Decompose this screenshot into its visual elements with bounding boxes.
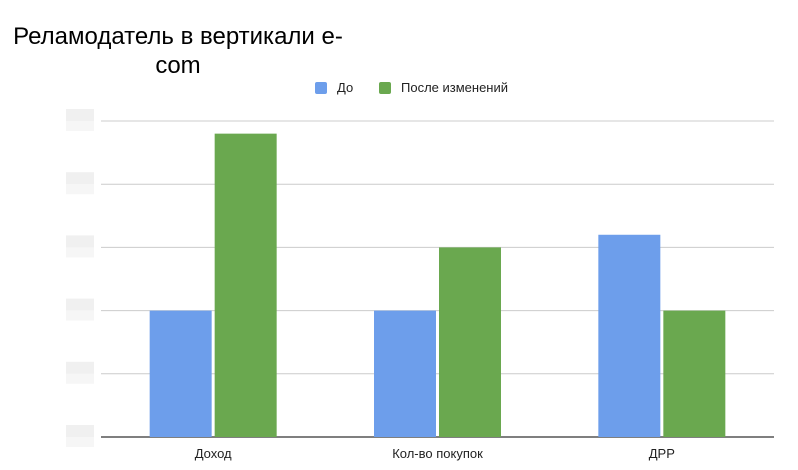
y-tick-blur-top	[66, 172, 94, 185]
y-tick-label-obscured	[66, 425, 94, 447]
y-tick-blur-top	[66, 235, 94, 248]
legend-item-after: После изменений	[379, 80, 508, 95]
y-tick-blur-top	[66, 298, 94, 311]
y-tick-blur-bottom	[66, 121, 94, 131]
y-tick-blur-bottom	[66, 373, 94, 384]
bar-after-1	[439, 247, 501, 437]
bar-before-2	[598, 234, 661, 437]
bar-before-0	[149, 310, 212, 437]
x-tick-labels: Доход Кол-во покупок ДРР	[195, 446, 675, 461]
x-tick-label: ДРР	[649, 446, 675, 461]
y-tick-blur-bottom	[66, 247, 94, 258]
x-tick-label: Доход	[195, 446, 232, 461]
y-tick-blur-bottom	[66, 437, 94, 447]
y-tick-blur-top	[66, 425, 94, 437]
legend-item-before: До	[315, 80, 353, 95]
x-tick-label: Кол-во покупок	[392, 446, 483, 461]
legend-swatch-after	[379, 81, 391, 94]
legend: До После изменений	[0, 80, 798, 100]
bar-before-1	[374, 310, 436, 437]
y-tick-blur-top	[66, 361, 94, 374]
y-tick-label-obscured	[66, 235, 94, 258]
y-tick-label-obscured	[66, 109, 94, 131]
legend-label-before: До	[337, 80, 354, 95]
y-tick-label-obscured	[66, 298, 94, 321]
bar-after-2	[663, 310, 726, 437]
y-tick-label-obscured	[66, 172, 94, 195]
bar-after-0	[214, 133, 277, 437]
y-tick-blur-bottom	[66, 184, 94, 195]
y-tick-blur-top	[66, 109, 94, 121]
legend-label-after: После изменений	[401, 80, 509, 95]
bars	[149, 133, 726, 437]
y-tick-blur-bottom	[66, 310, 94, 321]
gridlines	[101, 120, 774, 438]
chart-title: Реламодатель в вертикали e-com	[13, 23, 343, 79]
legend-swatch-before	[315, 81, 327, 94]
y-tick-labels	[66, 109, 94, 447]
y-tick-label-obscured	[66, 361, 94, 384]
